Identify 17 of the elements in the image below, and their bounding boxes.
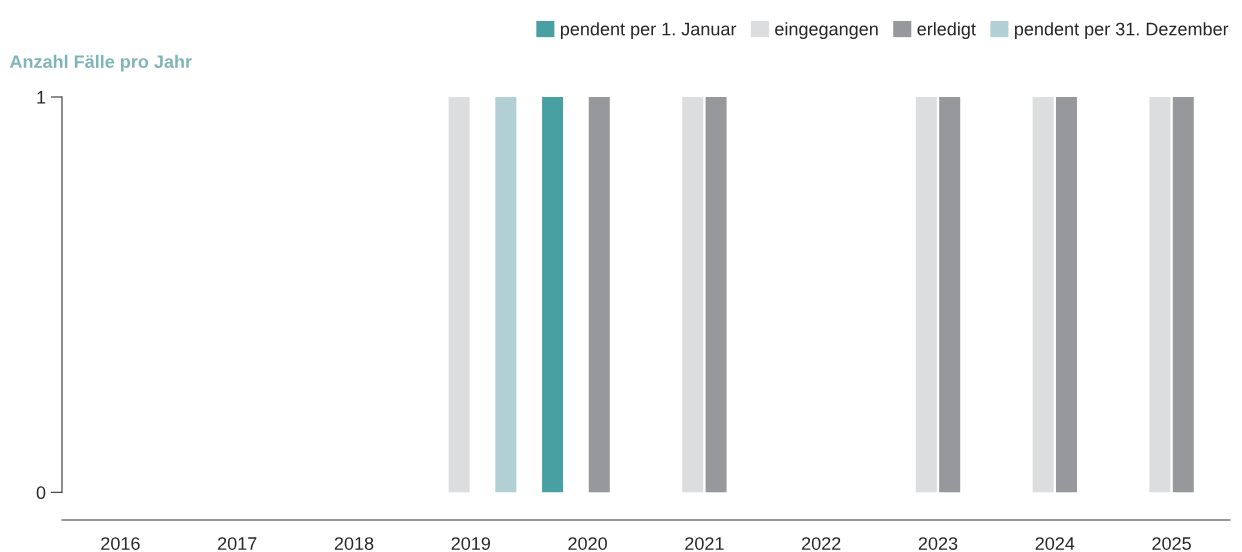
x-tick-label: 2024	[1035, 537, 1075, 550]
x-tick-label: 2017	[218, 537, 257, 550]
y-tick-label: 0	[36, 486, 46, 500]
x-tick-label: 2018	[334, 537, 374, 550]
legend-label: pendent per 1. Januar	[560, 22, 737, 40]
y-axis-title: Anzahl Fälle pro Jahr	[9, 54, 192, 72]
x-tick-label: 2019	[451, 537, 491, 550]
legend-label: erledigt	[917, 22, 976, 40]
x-tick-label: 2020	[568, 537, 607, 550]
y-tick-label: 1	[37, 91, 46, 104]
x-tick-label: 2021	[685, 537, 724, 550]
legend-label: pendent per 31. Dezember	[1015, 22, 1229, 40]
legend-label: eingegangen	[775, 22, 878, 40]
x-tick-label: 2025	[1152, 537, 1191, 550]
x-tick-label: 2023	[918, 537, 958, 550]
x-tick-label: 2022	[802, 537, 841, 550]
x-tick-label: 2016	[101, 537, 140, 550]
